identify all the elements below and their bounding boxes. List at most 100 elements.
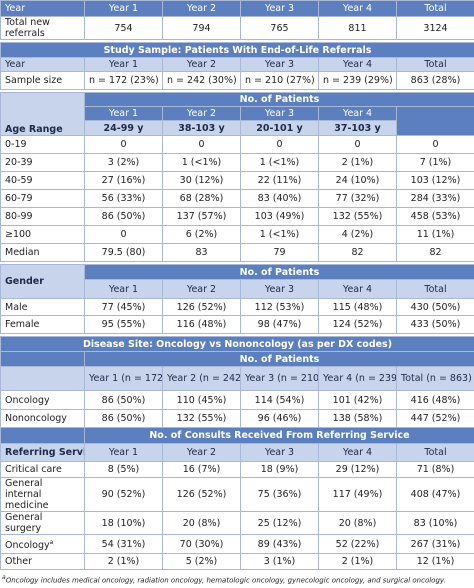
table-cell: n = 210 (27%) — [241, 72, 319, 90]
table-cell: 416 (48%) — [397, 391, 474, 410]
empty-cell — [1, 367, 85, 391]
footnote-text: Oncology includes medical oncology, radi… — [6, 576, 446, 584]
table-cell: 20-39 — [1, 154, 85, 172]
table-cell: 126 (52%) — [163, 299, 241, 316]
table-cell: 112 (53%) — [241, 299, 319, 316]
table-cell: 126 (52%) — [163, 478, 241, 512]
table-cell: 98 (47%) — [241, 316, 319, 334]
row-header: Age Range — [1, 93, 85, 136]
table-cell: 20 (8%) — [319, 512, 397, 535]
table-cell: 5 (2%) — [163, 554, 241, 570]
table-cell: 89 (43%) — [241, 535, 319, 554]
header-cell: Year — [1, 1, 85, 17]
table-cell: 0 — [319, 136, 397, 154]
table-cell: Male — [1, 299, 85, 316]
table-cell: 433 (50%) — [397, 316, 474, 334]
header-cell: Year 1 — [85, 58, 163, 72]
table-row: Study Sample: Patients With End-of-Life … — [1, 43, 474, 58]
table-cell: 68 (28%) — [163, 190, 241, 208]
table-cell: 86 (50%) — [85, 410, 163, 428]
table-cell: n = 172 (23%) — [85, 72, 163, 90]
table-cell: 60-79 — [1, 190, 85, 208]
table-cell: 447 (52%) — [397, 410, 474, 428]
header-cell: Year 2 — [163, 444, 241, 462]
empty-cell — [1, 428, 85, 444]
table-cell: 863 (28%) — [397, 72, 474, 90]
table-cell: 811 — [319, 17, 397, 40]
table-cell: 117 (49%) — [319, 478, 397, 512]
table-cell: 132 (55%) — [163, 410, 241, 428]
header-cell: Year 4 — [319, 280, 397, 299]
group-header: No. of Patients — [85, 93, 474, 107]
table-cell: Median — [1, 244, 85, 262]
table-cell: 114 (54%) — [241, 391, 319, 410]
header-cell: Year 4 — [319, 1, 397, 17]
table-cell: 29 (12%) — [319, 462, 397, 478]
header-cell: Year 1 — [85, 107, 163, 121]
table-cell: 101 (42%) — [319, 391, 397, 410]
group-header: No. of Consults Received From Referring … — [85, 428, 474, 444]
header-cell: Year 2 — [163, 1, 241, 17]
header-cell: Year 1 — [85, 1, 163, 17]
header-cell: 38-103 y — [163, 121, 241, 136]
table-cell: 79 — [241, 244, 319, 262]
table-cell: 3 (2%) — [85, 154, 163, 172]
footnote-marker: a — [50, 539, 54, 546]
table-cell: 11 (1%) — [397, 226, 474, 244]
table-cell: 70 (30%) — [163, 535, 241, 554]
table-cell: 110 (45%) — [163, 391, 241, 410]
table-cell: 20 (8%) — [163, 512, 241, 535]
table-cell: 25 (12%) — [241, 512, 319, 535]
table-cell: 3 (1%) — [241, 554, 319, 570]
table-cell: 6 (2%) — [163, 226, 241, 244]
table-cell: 765 — [241, 17, 319, 40]
table-cell: 137 (57%) — [163, 208, 241, 226]
table-cell: 115 (48%) — [319, 299, 397, 316]
header-cell: Year 1 — [85, 280, 163, 299]
header-cell: Year 2 — [163, 107, 241, 121]
table-cell: n = 242 (30%) — [163, 72, 241, 90]
table-cell: 30 (12%) — [163, 172, 241, 190]
table-cell: Female — [1, 316, 85, 334]
table-cell: 8 (5%) — [85, 462, 163, 478]
table-cell: 95 (55%) — [85, 316, 163, 334]
empty-cell — [397, 107, 474, 136]
cell-text: Oncology — [5, 540, 50, 551]
table-cell: ≥100 — [1, 226, 85, 244]
table-cell: 82 — [397, 244, 474, 262]
table-cell: n = 239 (29%) — [319, 72, 397, 90]
table-cell: Total new referrals — [1, 17, 85, 40]
header-cell: Year 2 (n = 242) — [163, 367, 241, 391]
table-cell: 1 (<1%) — [163, 154, 241, 172]
header-cell: Year — [1, 58, 85, 72]
header-cell: 24-99 y — [85, 121, 163, 136]
table-cell: 16 (7%) — [163, 462, 241, 478]
table-cell: 54 (31%) — [85, 535, 163, 554]
header-cell: Referring Service — [1, 444, 85, 462]
header-cell: Year 3 — [241, 444, 319, 462]
table-cell: 40-59 — [1, 172, 85, 190]
table-cell: 18 (10%) — [85, 512, 163, 535]
table-cell: 4 (2%) — [319, 226, 397, 244]
table-cell: 2 (1%) — [85, 554, 163, 570]
table-cell: 77 (45%) — [85, 299, 163, 316]
table-cell: Critical care — [1, 462, 85, 478]
table-cell: 75 (36%) — [241, 478, 319, 512]
table-cell: 56 (33%) — [85, 190, 163, 208]
table-cell: 77 (32%) — [319, 190, 397, 208]
row-header: Gender — [1, 265, 85, 299]
header-cell: Year 4 — [319, 58, 397, 72]
